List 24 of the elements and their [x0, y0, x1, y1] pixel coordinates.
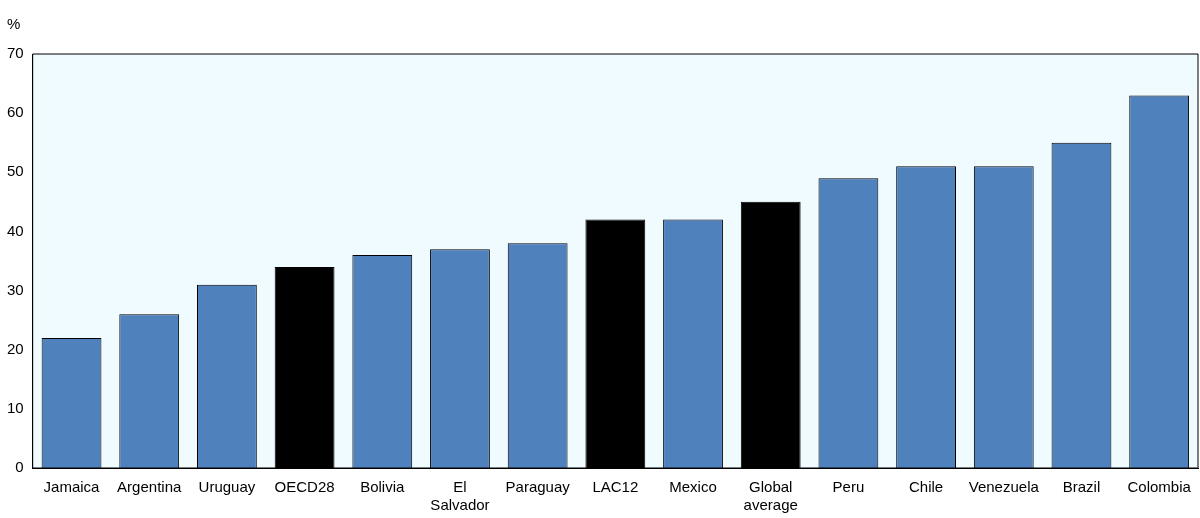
y-tick-label: 0 — [15, 458, 24, 476]
y-tick-label: 30 — [7, 280, 24, 298]
y-tick-label: 10 — [7, 399, 24, 416]
x-tick-label: El Salvador — [430, 478, 490, 514]
y-tick-label: 60 — [7, 103, 24, 121]
x-tick-label: Argentina — [117, 478, 182, 496]
y-tick-label: 40 — [7, 221, 24, 239]
x-tick-label: Venezuela — [968, 478, 1040, 496]
x-tick-label: Colombia — [1127, 478, 1192, 496]
x-tick-label: Jamaica — [43, 478, 101, 496]
x-tick-label: Peru — [832, 478, 865, 496]
x-tick-label: Paraguay — [505, 478, 571, 496]
x-tick-label: Global average — [743, 478, 798, 514]
x-tick-label: Bolivia — [360, 478, 406, 496]
y-tick-label: 70 — [7, 44, 24, 62]
x-tick-label: LAC12 — [592, 478, 639, 496]
y-axis-title: % — [7, 14, 21, 32]
y-tick-label: 20 — [7, 339, 24, 357]
x-tick-label: Brazil — [1062, 478, 1101, 496]
y-tick-label: 50 — [7, 162, 24, 180]
x-tick-label: Uruguay — [198, 478, 256, 496]
x-tick-label: Mexico — [669, 478, 717, 496]
x-tick-label: OECD28 — [274, 478, 335, 496]
x-tick-label: Chile — [909, 478, 944, 496]
